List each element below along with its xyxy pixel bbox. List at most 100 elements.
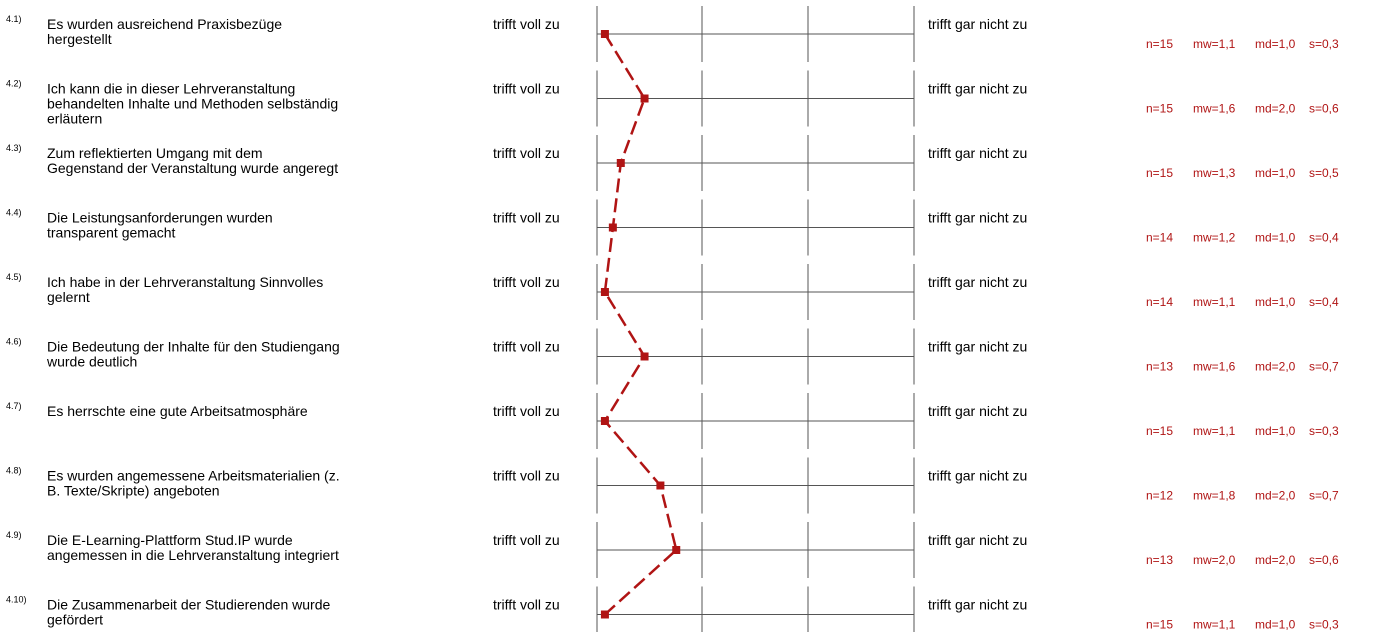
left-pole-label: trifft voll zu bbox=[493, 532, 560, 548]
stat-median: md=1,0 bbox=[1255, 166, 1296, 180]
question-number: 4.6) bbox=[6, 337, 22, 347]
question-text: Die Zusammenarbeit der Studierenden wurd… bbox=[47, 597, 330, 613]
question-row: 4.2) Ich kann die in dieser Lehrveranstal… bbox=[6, 70, 1339, 127]
question-text: B. Texte/Skripte) angeboten bbox=[47, 483, 220, 499]
right-pole-label: trifft gar nicht zu bbox=[928, 403, 1027, 419]
question-text: gelernt bbox=[47, 289, 90, 305]
mean-point bbox=[608, 223, 617, 232]
stat-mean: mw=1,1 bbox=[1193, 37, 1236, 51]
stat-sd: s=0,3 bbox=[1309, 37, 1339, 51]
stat-median: md=1,0 bbox=[1255, 37, 1296, 51]
stat-sd: s=0,7 bbox=[1309, 489, 1339, 503]
stat-sd: s=0,4 bbox=[1309, 295, 1339, 309]
mean-point bbox=[640, 94, 649, 103]
mean-point bbox=[640, 352, 649, 361]
stat-mean: mw=2,0 bbox=[1193, 553, 1236, 567]
stat-mean: mw=1,8 bbox=[1193, 489, 1236, 503]
question-number: 4.8) bbox=[6, 466, 22, 476]
right-pole-label: trifft gar nicht zu bbox=[928, 16, 1027, 32]
stat-mean: mw=1,1 bbox=[1193, 618, 1236, 632]
stat-n: n=14 bbox=[1146, 231, 1173, 245]
right-pole-label: trifft gar nicht zu bbox=[928, 532, 1027, 548]
question-text: angemessen in die Lehrveranstaltung inte… bbox=[47, 547, 339, 563]
mean-point bbox=[600, 288, 609, 296]
stat-sd: s=0,3 bbox=[1309, 618, 1339, 632]
question-row: 4.1) Es wurden ausreichend Praxisbezügehe… bbox=[6, 6, 1339, 62]
right-pole-label: trifft gar nicht zu bbox=[928, 274, 1027, 290]
stat-sd: s=0,6 bbox=[1309, 102, 1339, 116]
stat-median: md=2,0 bbox=[1255, 489, 1296, 503]
stat-sd: s=0,7 bbox=[1309, 360, 1339, 374]
question-text: Die E-Learning-Plattform Stud.IP wurde bbox=[47, 532, 293, 548]
left-pole-label: trifft voll zu bbox=[493, 81, 560, 97]
question-number: 4.9) bbox=[6, 530, 22, 540]
mean-point bbox=[600, 417, 609, 425]
mean-point bbox=[672, 546, 681, 554]
question-row: 4.6) Die Bedeutung der Inhalte für den St… bbox=[6, 328, 1339, 385]
question-text: Die Bedeutung der Inhalte für den Studie… bbox=[47, 339, 340, 355]
stat-sd: s=0,3 bbox=[1309, 424, 1339, 438]
right-pole-label: trifft gar nicht zu bbox=[928, 597, 1027, 613]
question-text: Die Leistungsanforderungen wurden bbox=[47, 210, 273, 226]
question-row: 4.8) Es wurden angemessene Arbeitsmateria… bbox=[6, 457, 1339, 514]
stat-n: n=15 bbox=[1146, 37, 1173, 51]
stat-n: n=15 bbox=[1146, 424, 1173, 438]
question-row: 4.7) Es herrschte eine gute Arbeitsatmosp… bbox=[6, 393, 1339, 449]
question-text: Es herrschte eine gute Arbeitsatmosphäre bbox=[47, 403, 308, 419]
profile-line bbox=[603, 33, 678, 616]
question-text: erläutern bbox=[47, 111, 102, 127]
left-pole-label: trifft voll zu bbox=[493, 468, 560, 484]
right-pole-label: trifft gar nicht zu bbox=[928, 145, 1027, 161]
left-pole-label: trifft voll zu bbox=[493, 210, 560, 226]
question-text: transparent gemacht bbox=[47, 225, 176, 241]
question-row: 4.4) Die Leistungsanforderungen wurdentra… bbox=[6, 199, 1339, 256]
stat-median: md=1,0 bbox=[1255, 295, 1296, 309]
left-pole-label: trifft voll zu bbox=[493, 16, 560, 32]
stat-median: md=1,0 bbox=[1255, 424, 1296, 438]
mean-point bbox=[656, 481, 665, 490]
stat-mean: mw=1,1 bbox=[1193, 424, 1236, 438]
question-number: 4.10) bbox=[6, 595, 27, 605]
question-text: Es wurden angemessene Arbeitsmaterialien… bbox=[47, 468, 340, 484]
stat-sd: s=0,6 bbox=[1309, 553, 1339, 567]
question-row: 4.5) Ich habe in der Lehrveranstaltung Si… bbox=[6, 264, 1339, 320]
question-number: 4.3) bbox=[6, 143, 22, 153]
question-number: 4.2) bbox=[6, 79, 22, 89]
stat-mean: mw=1,1 bbox=[1193, 295, 1236, 309]
question-row: 4.10) Die Zusammenarbeit der Studierenden… bbox=[6, 586, 1339, 632]
question-text: Zum reflektierten Umgang mit dem bbox=[47, 145, 263, 161]
stat-sd: s=0,4 bbox=[1309, 231, 1339, 245]
left-pole-label: trifft voll zu bbox=[493, 274, 560, 290]
stat-n: n=13 bbox=[1146, 553, 1173, 567]
left-pole-label: trifft voll zu bbox=[493, 339, 560, 355]
stat-n: n=12 bbox=[1146, 489, 1173, 503]
right-pole-label: trifft gar nicht zu bbox=[928, 81, 1027, 97]
stat-n: n=15 bbox=[1146, 102, 1173, 116]
mean-point bbox=[616, 159, 625, 167]
left-pole-label: trifft voll zu bbox=[493, 403, 560, 419]
stat-n: n=14 bbox=[1146, 295, 1173, 309]
stat-mean: mw=1,6 bbox=[1193, 102, 1236, 116]
left-pole-label: trifft voll zu bbox=[493, 145, 560, 161]
stat-sd: s=0,5 bbox=[1309, 166, 1339, 180]
mean-point bbox=[600, 610, 609, 619]
right-pole-label: trifft gar nicht zu bbox=[928, 210, 1027, 226]
stat-median: md=2,0 bbox=[1255, 553, 1296, 567]
question-text: Es wurden ausreichend Praxisbezüge bbox=[47, 16, 282, 32]
stat-mean: mw=1,6 bbox=[1193, 360, 1236, 374]
stat-median: md=1,0 bbox=[1255, 231, 1296, 245]
stat-mean: mw=1,3 bbox=[1193, 166, 1236, 180]
question-number: 4.5) bbox=[6, 272, 22, 282]
left-pole-label: trifft voll zu bbox=[493, 597, 560, 613]
question-text: Ich habe in der Lehrveranstaltung Sinnvo… bbox=[47, 274, 323, 290]
question-number: 4.7) bbox=[6, 401, 22, 411]
question-number: 4.4) bbox=[6, 208, 22, 218]
stat-n: n=15 bbox=[1146, 618, 1173, 632]
right-pole-label: trifft gar nicht zu bbox=[928, 339, 1027, 355]
stat-n: n=15 bbox=[1146, 166, 1173, 180]
question-row: 4.3) Zum reflektierten Umgang mit demGege… bbox=[6, 135, 1339, 191]
stat-median: md=1,0 bbox=[1255, 618, 1296, 632]
question-number: 4.1) bbox=[6, 14, 22, 24]
stat-median: md=2,0 bbox=[1255, 360, 1296, 374]
